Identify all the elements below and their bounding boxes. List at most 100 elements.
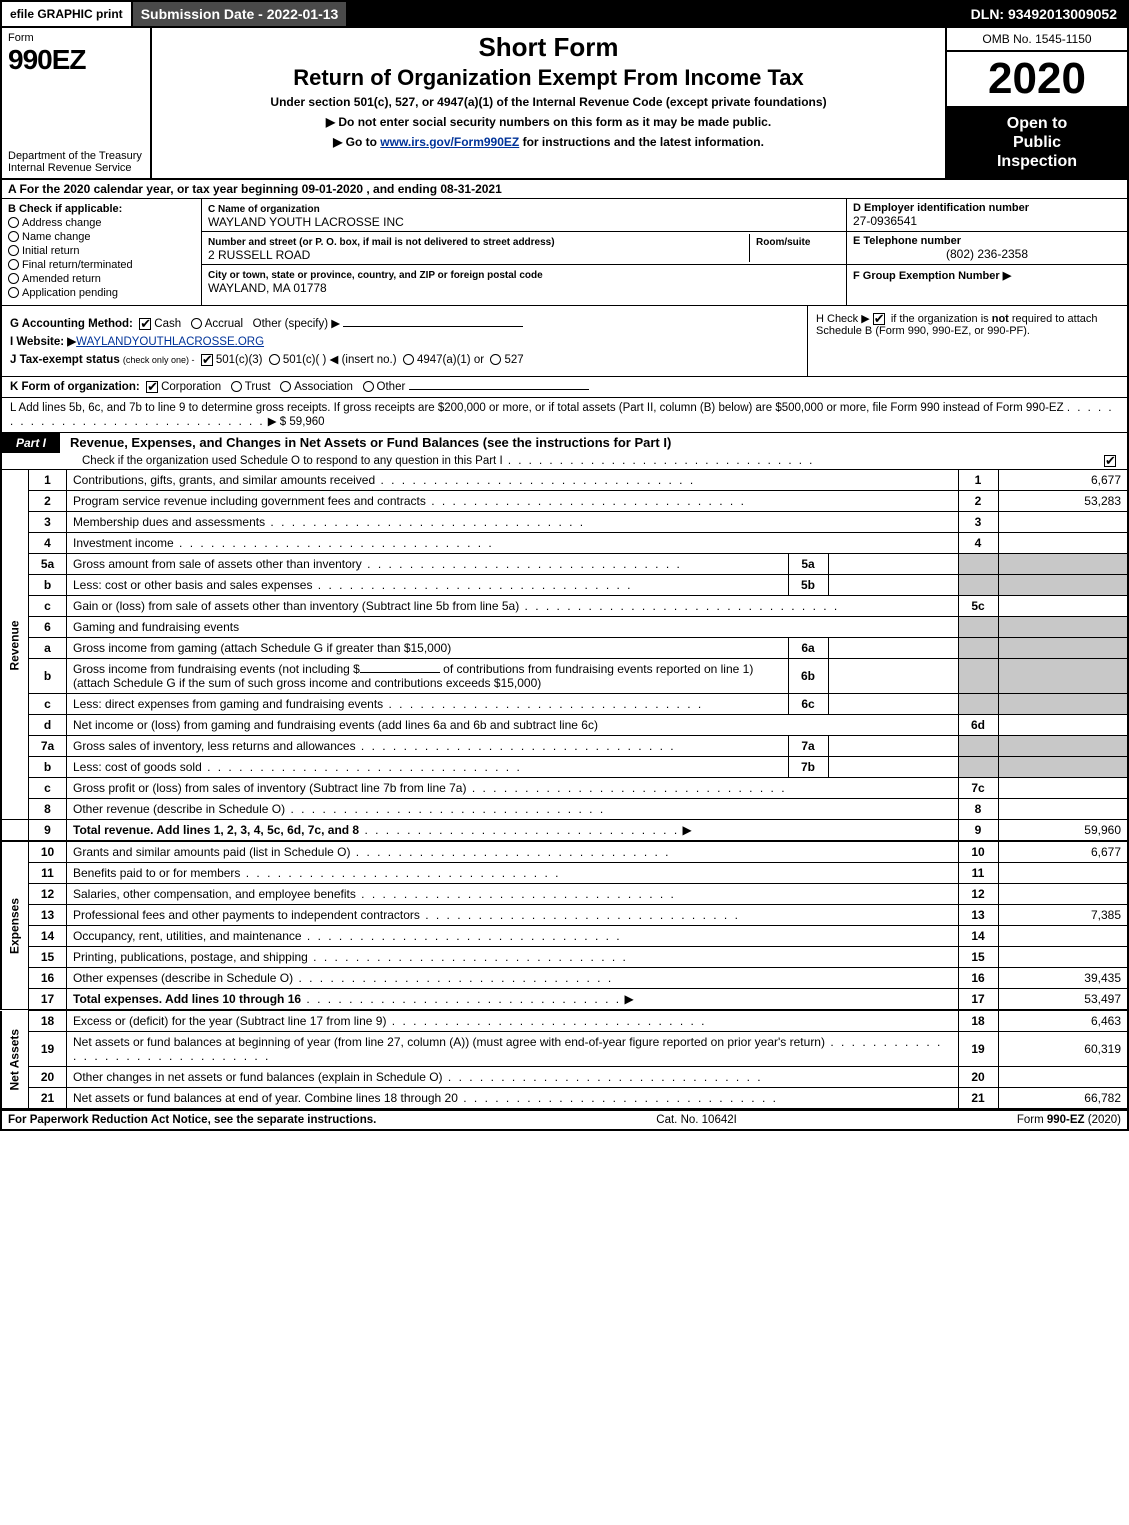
row-l: L Add lines 5b, 6c, and 7b to line 9 to … bbox=[0, 398, 1129, 433]
website-link[interactable]: WAYLANDYOUTHLACROSSE.ORG bbox=[76, 336, 264, 348]
efile-print-button[interactable]: efile GRAPHIC print bbox=[2, 2, 133, 26]
chk-cash[interactable] bbox=[139, 318, 151, 330]
paperwork-notice: For Paperwork Reduction Act Notice, see … bbox=[8, 1114, 376, 1126]
chk-application-pending[interactable]: Application pending bbox=[8, 287, 195, 299]
ein-label: D Employer identification number bbox=[853, 202, 1121, 214]
omb-number: OMB No. 1545-1150 bbox=[947, 28, 1127, 52]
section-def: D Employer identification number 27-0936… bbox=[847, 199, 1127, 305]
chk-other-org[interactable] bbox=[363, 381, 374, 392]
chk-accrual[interactable] bbox=[191, 318, 202, 329]
chk-501c[interactable] bbox=[269, 354, 280, 365]
chk-527[interactable] bbox=[490, 354, 501, 365]
expenses-label: Expenses bbox=[1, 842, 29, 1010]
line20-amount bbox=[998, 1066, 1128, 1087]
tax-year: 2020 bbox=[947, 52, 1127, 108]
chk-address-change[interactable]: Address change bbox=[8, 217, 195, 229]
city-label: City or town, state or province, country… bbox=[208, 270, 543, 281]
chk-trust[interactable] bbox=[231, 381, 242, 392]
line6a-amount bbox=[828, 637, 958, 658]
header-left: Form 990EZ Department of the Treasury In… bbox=[2, 28, 152, 178]
section-b: B Check if applicable: Address change Na… bbox=[2, 199, 202, 305]
line14-amount bbox=[998, 925, 1128, 946]
chk-initial-return[interactable]: Initial return bbox=[8, 245, 195, 257]
chk-501c3[interactable] bbox=[201, 354, 213, 366]
row-gh: G Accounting Method: Cash Accrual Other … bbox=[0, 306, 1129, 377]
form-reference: Form 990-EZ (2020) bbox=[1017, 1114, 1121, 1126]
part1-subtext: Check if the organization used Schedule … bbox=[0, 453, 1129, 470]
irs-link[interactable]: www.irs.gov/Form990EZ bbox=[380, 135, 519, 149]
line5a-amount bbox=[828, 553, 958, 574]
chk-schedule-b-not-required[interactable] bbox=[873, 313, 885, 325]
line12-amount bbox=[998, 883, 1128, 904]
room-label: Room/suite bbox=[756, 237, 810, 248]
form-number: 990EZ bbox=[8, 44, 144, 76]
chk-schedule-o-part1[interactable] bbox=[1104, 455, 1116, 467]
top-bar: efile GRAPHIC print Submission Date - 20… bbox=[0, 0, 1129, 28]
line21-amount: 66,782 bbox=[998, 1087, 1128, 1108]
line7a-amount bbox=[828, 735, 958, 756]
part1-header: Part I Revenue, Expenses, and Changes in… bbox=[0, 433, 1129, 453]
line7b-amount bbox=[828, 756, 958, 777]
net-assets-table: Net Assets 18 Excess or (deficit) for th… bbox=[0, 1011, 1129, 1109]
accounting-method: G Accounting Method: Cash Accrual Other … bbox=[10, 316, 799, 330]
section-c: C Name of organization WAYLAND YOUTH LAC… bbox=[202, 199, 847, 305]
ein-value: 27-0936541 bbox=[853, 214, 1121, 228]
expenses-table: Expenses 10 Grants and similar amounts p… bbox=[0, 842, 1129, 1011]
street-value: 2 RUSSELL ROAD bbox=[208, 248, 310, 262]
dept-treasury: Department of the Treasury bbox=[8, 150, 144, 162]
row-k: K Form of organization: Corporation Trus… bbox=[0, 377, 1129, 398]
dept-irs: Internal Revenue Service bbox=[8, 162, 144, 174]
catalog-number: Cat. No. 10642I bbox=[656, 1114, 737, 1126]
chk-name-change[interactable]: Name change bbox=[8, 231, 195, 243]
line17-amount: 53,497 bbox=[998, 988, 1128, 1010]
line3-amount bbox=[998, 511, 1128, 532]
city-value: WAYLAND, MA 01778 bbox=[208, 281, 327, 295]
line2-amount: 53,283 bbox=[998, 490, 1128, 511]
page-footer: For Paperwork Reduction Act Notice, see … bbox=[0, 1109, 1129, 1131]
dln-number: DLN: 93492013009052 bbox=[963, 2, 1127, 26]
line16-amount: 39,435 bbox=[998, 967, 1128, 988]
entity-block: B Check if applicable: Address change Na… bbox=[0, 199, 1129, 306]
note2-post: for instructions and the latest informat… bbox=[519, 135, 764, 149]
group-exemption-label: F Group Exemption Number ▶ bbox=[853, 270, 1011, 282]
line13-amount: 7,385 bbox=[998, 904, 1128, 925]
return-title: Return of Organization Exempt From Incom… bbox=[160, 65, 937, 91]
website-row: I Website: ▶WAYLANDYOUTHLACROSSE.ORG bbox=[10, 334, 799, 348]
goto-note: ▶ Go to www.irs.gov/Form990EZ for instru… bbox=[160, 135, 937, 149]
line4-amount bbox=[998, 532, 1128, 553]
line6b-amount bbox=[828, 658, 958, 693]
form-word: Form bbox=[8, 32, 144, 44]
header-right: OMB No. 1545-1150 2020 Open to Public In… bbox=[947, 28, 1127, 178]
line10-amount: 6,677 bbox=[998, 842, 1128, 863]
gross-receipts-value: 59,960 bbox=[289, 416, 324, 428]
line19-amount: 60,319 bbox=[998, 1031, 1128, 1066]
chk-4947[interactable] bbox=[403, 354, 414, 365]
org-name-value: WAYLAND YOUTH LACROSSE INC bbox=[208, 215, 404, 229]
open-to-public: Open to Public Inspection bbox=[947, 108, 1127, 178]
department: Department of the Treasury Internal Reve… bbox=[8, 150, 144, 174]
line18-amount: 6,463 bbox=[998, 1011, 1128, 1032]
chk-amended-return[interactable]: Amended return bbox=[8, 273, 195, 285]
line11-amount bbox=[998, 862, 1128, 883]
phone-value: (802) 236-2358 bbox=[853, 247, 1121, 261]
line7c-amount bbox=[998, 777, 1128, 798]
chk-corporation[interactable] bbox=[146, 381, 158, 393]
submission-date: Submission Date - 2022-01-13 bbox=[133, 2, 349, 26]
line15-amount bbox=[998, 946, 1128, 967]
net-assets-label: Net Assets bbox=[1, 1011, 29, 1109]
line1-amount: 6,677 bbox=[998, 470, 1128, 491]
line9-amount: 59,960 bbox=[998, 819, 1128, 841]
chk-final-return[interactable]: Final return/terminated bbox=[8, 259, 195, 271]
line6c-amount bbox=[828, 693, 958, 714]
line8-amount bbox=[998, 798, 1128, 819]
section-b-header: B Check if applicable: bbox=[8, 203, 195, 215]
line-a-tax-year: A For the 2020 calendar year, or tax yea… bbox=[0, 180, 1129, 199]
under-section: Under section 501(c), 527, or 4947(a)(1)… bbox=[160, 95, 937, 109]
tax-exempt-row: J Tax-exempt status (check only one) - 5… bbox=[10, 352, 799, 366]
short-form-title: Short Form bbox=[160, 32, 937, 63]
section-h: H Check ▶ if the organization is not req… bbox=[807, 306, 1127, 376]
no-ssn-note: ▶ Do not enter social security numbers o… bbox=[160, 115, 937, 129]
form-header: Form 990EZ Department of the Treasury In… bbox=[0, 28, 1129, 180]
chk-association[interactable] bbox=[280, 381, 291, 392]
org-name-label: C Name of organization bbox=[208, 204, 320, 215]
